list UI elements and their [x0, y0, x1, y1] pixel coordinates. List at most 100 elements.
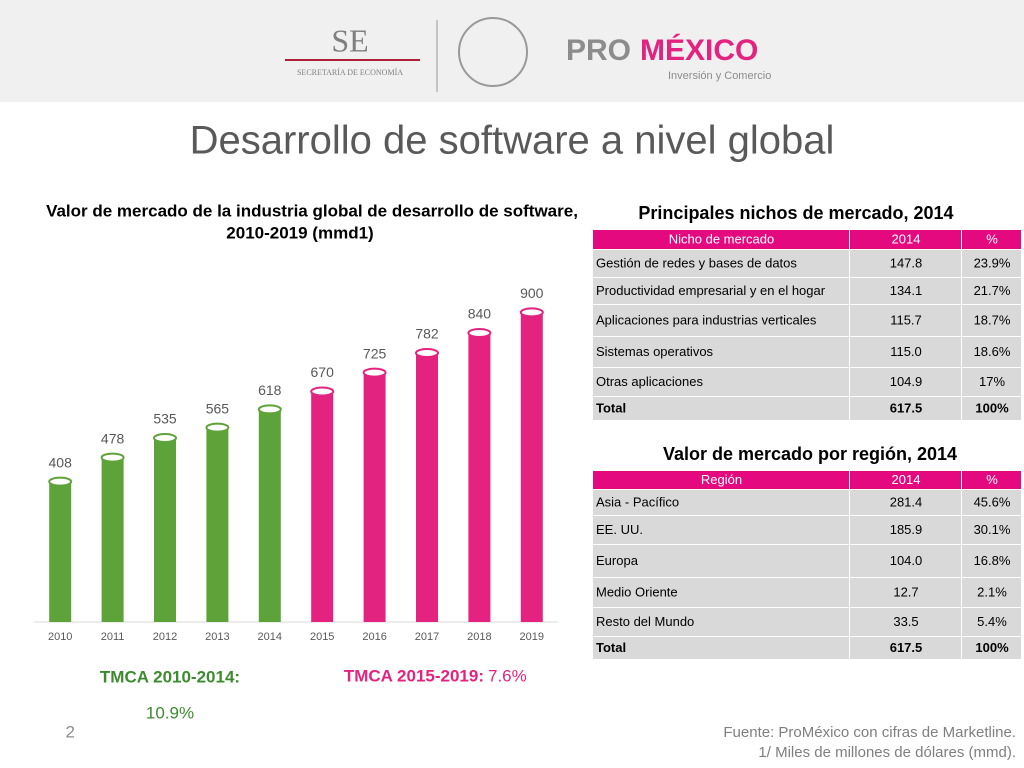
table-cell — [593, 250, 849, 277]
table-header: % — [986, 231, 998, 246]
table-text: 115.0 — [890, 344, 922, 359]
table-header-cell — [593, 230, 849, 249]
table-cell — [850, 578, 961, 607]
bar-cap — [100, 452, 125, 463]
bar-cap — [310, 386, 335, 397]
table-header-cell — [962, 471, 1021, 489]
value-label: 565 — [206, 400, 230, 416]
table-text: 147.8 — [890, 255, 923, 270]
value-label: 478 — [101, 430, 125, 446]
table-cell — [962, 305, 1021, 336]
table-text: 100% — [975, 400, 1009, 415]
table-cell — [962, 250, 1021, 277]
table-text: 45.6% — [974, 494, 1011, 509]
table-cell — [850, 490, 961, 515]
table-cell — [593, 337, 849, 367]
table-text: 12.7 — [893, 584, 918, 599]
cagr-value: 10.9% — [146, 703, 194, 722]
table-header-cell — [962, 230, 1021, 249]
table-header: Nicho de mercado — [669, 231, 775, 246]
table-text: Otras aplicaciones — [596, 374, 703, 389]
bar — [154, 437, 176, 622]
x-tick-label: 2018 — [467, 631, 491, 643]
table-cell — [850, 368, 961, 396]
bar-cap — [257, 404, 282, 415]
table-text: 23.9% — [974, 255, 1011, 270]
table-cell — [850, 337, 961, 367]
slide-title: Desarrollo de software a nivel global — [190, 119, 835, 163]
table-cell — [850, 250, 961, 277]
table-text: Europa — [596, 553, 639, 568]
table-text: 185.9 — [890, 522, 923, 537]
table-cell — [593, 278, 849, 304]
x-tick-label: 2019 — [520, 631, 544, 643]
table-cell — [962, 368, 1021, 396]
note: 1/ Miles de millones de dólares (mmd). — [758, 744, 1016, 761]
table-text: 281.4 — [890, 494, 923, 509]
table-text: EE. UU. — [596, 522, 643, 537]
table-cell — [962, 490, 1021, 515]
bar-cap — [519, 307, 544, 318]
table-cell — [593, 637, 849, 659]
table-text: Aplicaciones para industrias verticales — [596, 312, 817, 327]
table-title: Principales nichos de mercado, 2014 — [638, 203, 953, 223]
x-tick-label: 2017 — [415, 631, 439, 643]
table-cell — [962, 608, 1021, 636]
table-header: 2014 — [892, 231, 921, 246]
table-cell — [850, 637, 961, 659]
header-band — [0, 0, 1024, 102]
cagr-value: 7.6% — [488, 666, 527, 685]
table-cell — [850, 608, 961, 636]
bar-cap — [153, 432, 177, 443]
table-text: Sistemas operativos — [596, 344, 714, 359]
value-label: 840 — [468, 306, 492, 322]
table-cell — [850, 305, 961, 336]
table-header: 2014 — [892, 472, 921, 487]
bar-cap — [205, 422, 230, 433]
bar-cap — [362, 367, 387, 378]
table-text: 134.1 — [890, 283, 923, 298]
bar-cap — [467, 328, 492, 339]
table-cell — [962, 278, 1021, 304]
table-cell — [593, 368, 849, 396]
table-text: 115.7 — [890, 312, 922, 327]
value-label: 670 — [311, 364, 335, 380]
se-subtitle: SECRETARÍA DE ECONOMÍA — [297, 67, 403, 77]
table-text: 2.1% — [977, 584, 1007, 599]
table-text: Resto del Mundo — [596, 614, 694, 629]
table-cell — [962, 397, 1021, 420]
table-text: Medio Oriente — [596, 584, 678, 599]
x-tick-label: 2011 — [101, 631, 125, 643]
table-text: 617.5 — [890, 400, 923, 415]
table-text: 104.9 — [890, 374, 923, 389]
table-cell — [593, 516, 849, 544]
table-cell — [850, 278, 961, 304]
table-text: 100% — [975, 640, 1009, 655]
table-text: 5.4% — [977, 614, 1007, 629]
table-cell — [850, 545, 961, 577]
table-text: 617.5 — [890, 640, 923, 655]
table-cell — [593, 545, 849, 577]
pro-logo: PRO — [566, 34, 631, 67]
x-tick-label: 2012 — [153, 631, 177, 643]
table-cell — [962, 516, 1021, 544]
bar — [101, 457, 124, 622]
table-header-cell — [593, 471, 849, 489]
value-label: 535 — [153, 411, 177, 427]
table-text: Asia - Pacífico — [596, 494, 679, 509]
cagr-label: TMCA 2015-2019: — [344, 666, 484, 685]
chart-title: 2010-2019 (mmd1) — [226, 223, 373, 242]
value-label: 782 — [415, 326, 439, 342]
table-text: 33.5 — [893, 614, 918, 629]
bar — [49, 481, 72, 622]
value-label: 900 — [520, 285, 544, 301]
x-tick-label: 2015 — [310, 631, 334, 643]
table-cell — [593, 578, 849, 607]
bar — [416, 352, 438, 622]
table-text: 18.7% — [974, 312, 1011, 327]
table-header-cell — [850, 230, 961, 249]
table-text: 30.1% — [974, 522, 1011, 537]
bar-cap — [48, 476, 73, 487]
